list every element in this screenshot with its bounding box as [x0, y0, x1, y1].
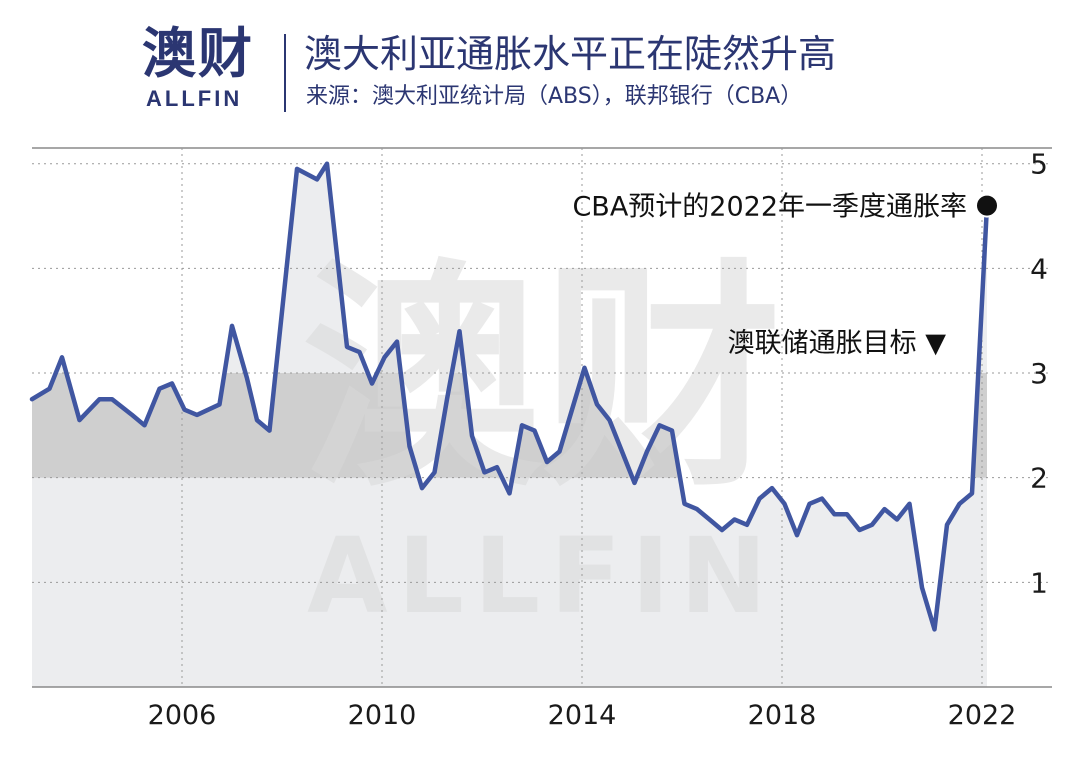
annotation-label: CBA预计的2022年一季度通胀率	[572, 192, 967, 223]
logo-chinese: 澳财	[142, 22, 254, 85]
watermark-english: ALLFIN	[307, 515, 777, 637]
target-band-label: 澳联储通胀目标 ▼	[728, 328, 947, 359]
y-tick-label-3: 3	[1030, 357, 1048, 390]
y-tick-label-1: 1	[1030, 566, 1048, 599]
allfin-logo: 澳财 ALLFIN	[142, 24, 272, 116]
y-tick-label-5: 5	[1030, 148, 1048, 181]
y-tick-label-2: 2	[1030, 462, 1048, 495]
header-divider	[284, 34, 286, 112]
line-layer	[29, 161, 990, 632]
x-tick-label-2010: 2010	[348, 700, 417, 731]
x-tick-label-2018: 2018	[748, 700, 817, 731]
annotation-marker	[975, 193, 999, 218]
axis-layer: 2006 2010 2014 2018 2022 1 2 3 4 5	[32, 148, 1052, 731]
chart-title: 澳大利亚通胀水平正在陡然升高	[304, 32, 837, 76]
annotation-layer: 澳联储通胀目标 ▼ CBA预计的2022年一季度通胀率	[572, 192, 999, 359]
x-tick-label-2014: 2014	[548, 700, 617, 731]
grid-layer	[32, 147, 1052, 687]
header: 澳财 ALLFIN 澳大利亚通胀水平正在陡然升高 来源：澳大利亚统计局（ABS）…	[0, 0, 1080, 130]
logo-english: ALLFIN	[146, 86, 243, 111]
x-tick-label-2022: 2022	[948, 700, 1017, 731]
series-line	[29, 161, 990, 632]
series-area-fill	[32, 163, 987, 687]
chart-source: 来源：澳大利亚统计局（ABS），联邦银行（CBA）	[306, 84, 803, 109]
x-tick-label-2006: 2006	[148, 700, 217, 731]
y-tick-label-4: 4	[1030, 252, 1048, 285]
